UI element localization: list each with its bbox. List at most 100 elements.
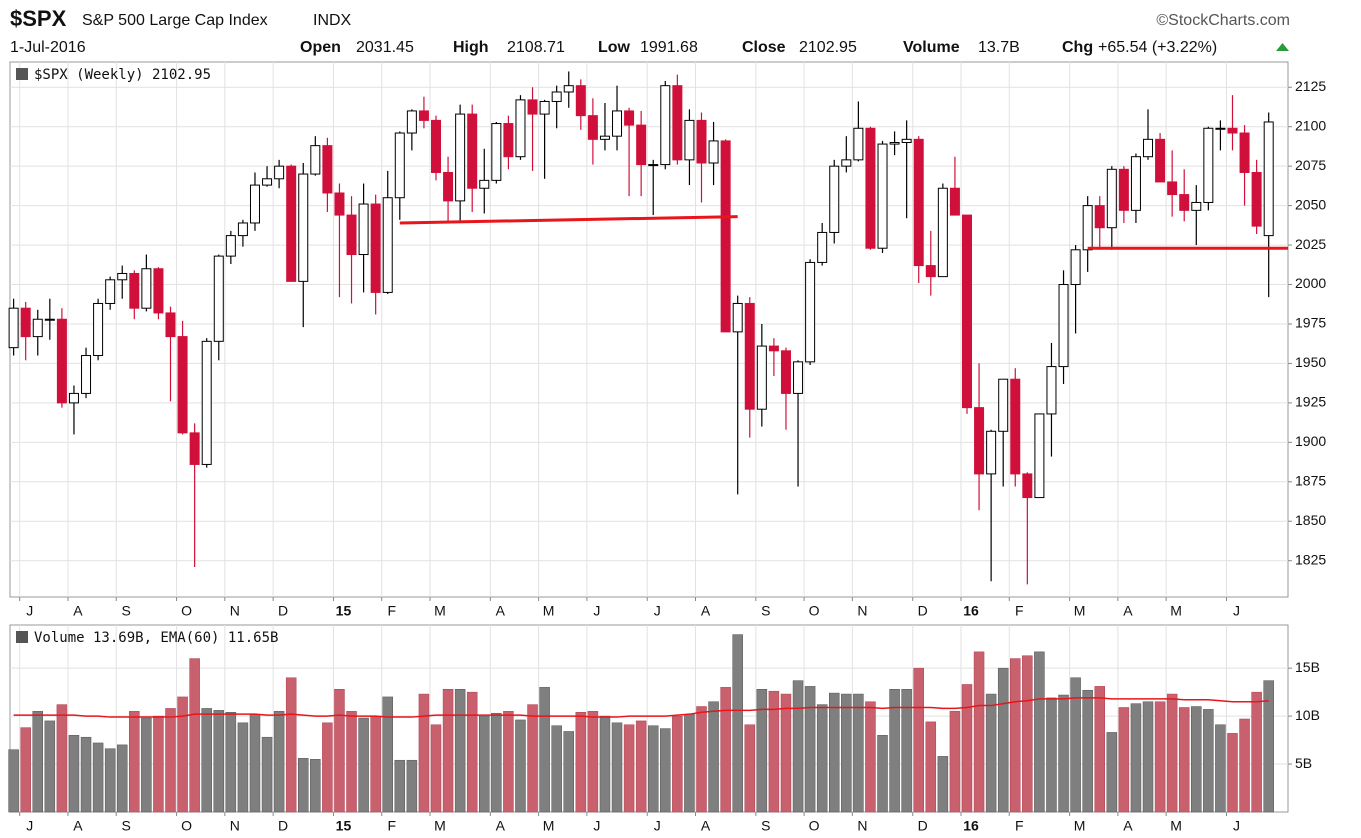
volume-bar <box>647 725 659 813</box>
volume-bar <box>985 693 997 813</box>
legend-icon <box>16 631 28 643</box>
x-tick-label: M <box>1074 603 1086 619</box>
volume-bar <box>225 712 237 813</box>
candle-body <box>636 124 647 166</box>
candle-body <box>503 123 514 158</box>
date: 1-Jul-2016 <box>10 39 86 56</box>
candle-body <box>551 91 562 102</box>
volume-bar <box>68 735 80 813</box>
volume-bar <box>1034 651 1045 813</box>
candle-body <box>431 119 441 173</box>
trend-line <box>399 215 738 225</box>
volume-bar <box>828 692 840 813</box>
candle-body <box>780 350 791 394</box>
x-tick-label: S <box>122 818 131 834</box>
volume-bar <box>382 696 393 813</box>
chg-value: +65.54 (+3.22%) <box>1098 39 1217 56</box>
x-tick-label: A <box>1123 603 1133 619</box>
price-frame <box>9 61 1289 598</box>
candle-body <box>1010 378 1021 475</box>
volume-bar <box>1082 689 1093 813</box>
x-tick-label: J <box>26 818 33 834</box>
x-tick-label: J <box>1233 603 1240 619</box>
candle-body <box>1215 127 1226 130</box>
volume-bar <box>56 704 68 813</box>
candle-body <box>406 110 417 134</box>
candle-body <box>793 361 804 394</box>
volume-bar <box>515 719 526 813</box>
x-tick-label: J <box>26 603 33 619</box>
candle-body <box>310 145 321 175</box>
candle-body <box>322 145 333 194</box>
candle-body <box>455 113 466 202</box>
candle-body <box>515 99 526 158</box>
volume-bar <box>611 722 623 813</box>
volume-bar <box>285 677 297 813</box>
y-tick-label: 1925 <box>1295 394 1326 410</box>
candle-body <box>334 192 345 216</box>
low-label: Low <box>598 39 631 56</box>
volume-bar <box>877 735 888 813</box>
candle-body <box>877 143 888 249</box>
candle-body <box>237 222 248 237</box>
volume-bar <box>237 722 249 813</box>
volume-bar <box>1094 686 1105 813</box>
candle-body <box>189 432 200 465</box>
x-tick-label: J <box>593 603 600 619</box>
volume-bar <box>1010 658 1021 813</box>
volume-bar <box>8 749 19 813</box>
candle-body <box>539 100 550 115</box>
candle-body <box>1034 413 1045 499</box>
volume-bar <box>732 634 743 813</box>
x-tick-label: O <box>181 818 192 834</box>
volume-bar <box>213 710 225 813</box>
candle-body <box>1094 205 1105 229</box>
volume-bar <box>768 690 780 813</box>
close-value: 2102.95 <box>799 39 857 56</box>
y-tick-label: 1900 <box>1295 433 1326 449</box>
volume-bar <box>479 715 490 813</box>
candle-body <box>1251 171 1262 227</box>
candle-body <box>467 113 478 189</box>
volume-bar <box>575 712 587 813</box>
volume-label: Volume <box>903 39 960 56</box>
volume-bar <box>551 725 562 813</box>
volume-value: 13.7B <box>978 39 1020 56</box>
candle-body <box>720 140 731 333</box>
candle-body <box>93 302 104 357</box>
volume-bar <box>744 724 756 813</box>
volume-bar <box>177 696 188 813</box>
y-tick-label: 15B <box>1295 659 1320 675</box>
legend: Volume 13.69B, EMA(60) 11.65B <box>34 630 278 646</box>
volume-bar <box>1142 701 1154 813</box>
volume-bar <box>1106 732 1118 813</box>
index-name: S&P 500 Large Cap Index <box>82 12 268 29</box>
volume-bar <box>997 667 1009 813</box>
x-tick-label: M <box>1170 603 1182 619</box>
volume-bar <box>696 706 707 813</box>
candle-body <box>817 231 828 263</box>
volume-bar <box>129 711 140 813</box>
candle-body <box>225 235 236 257</box>
y-tick-label: 5B <box>1295 755 1312 771</box>
candle-body <box>1118 168 1129 211</box>
candle-body <box>684 119 695 161</box>
volume-bar <box>973 651 985 813</box>
volume-bar <box>1203 709 1214 813</box>
x-tick-label: 16 <box>963 603 979 619</box>
candle-body <box>575 85 586 117</box>
candle-body <box>624 110 635 126</box>
volume-bar <box>503 711 514 813</box>
volume-bar <box>418 693 430 813</box>
candle-body <box>1143 138 1154 158</box>
candle-body <box>8 307 19 349</box>
volume-bar <box>141 717 152 813</box>
volume-bar <box>1263 680 1274 813</box>
volume-bar <box>358 717 369 813</box>
volume-bar <box>961 684 973 813</box>
volume-bar <box>708 701 719 813</box>
volume-bar <box>925 721 937 813</box>
volume-bar <box>44 720 56 813</box>
x-tick-label: N <box>230 818 240 834</box>
